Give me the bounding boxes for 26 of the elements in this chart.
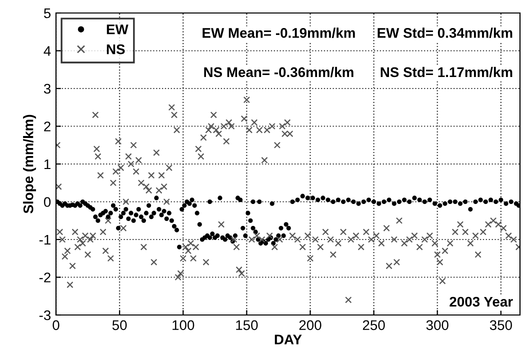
x-axis-title: DAY (274, 334, 302, 344)
y-tick-label: 2 (44, 122, 50, 132)
legend-label: EW (106, 24, 128, 34)
x-tick-label: 100 (172, 320, 194, 330)
y-tick-label: -2 (39, 272, 50, 282)
y-tick-label: 5 (44, 8, 51, 18)
y-tick-label: 3 (44, 84, 51, 94)
y-tick-label: -1 (39, 234, 50, 245)
x-tick-label: 200 (299, 320, 322, 330)
y-tick-label: 0 (44, 197, 51, 207)
y-axis-title: Slope (mm/km) (23, 114, 36, 214)
x-tick-label: 50 (112, 320, 127, 330)
annotation: NS Std= 1.17mm/km (380, 66, 512, 78)
y-tick-label: -3 (39, 310, 51, 320)
x-tick-label: 250 (362, 320, 385, 330)
x-tick-label: 0 (52, 320, 60, 330)
legend-label: NS (106, 44, 125, 54)
x-tick-label: 150 (236, 320, 258, 330)
y-tick-label: 4 (44, 46, 51, 56)
annotation: EW Mean= -0.19mm/km (202, 28, 355, 38)
annotation: EW Std= 0.34mm/km (378, 28, 512, 38)
x-tick-label: 350 (490, 320, 512, 330)
x-tick-label: 300 (426, 320, 448, 330)
y-tick-label: 1 (44, 159, 50, 170)
annotation: NS Mean= -0.36mm/km (204, 66, 354, 78)
annotation: 2003 Year (450, 296, 513, 307)
